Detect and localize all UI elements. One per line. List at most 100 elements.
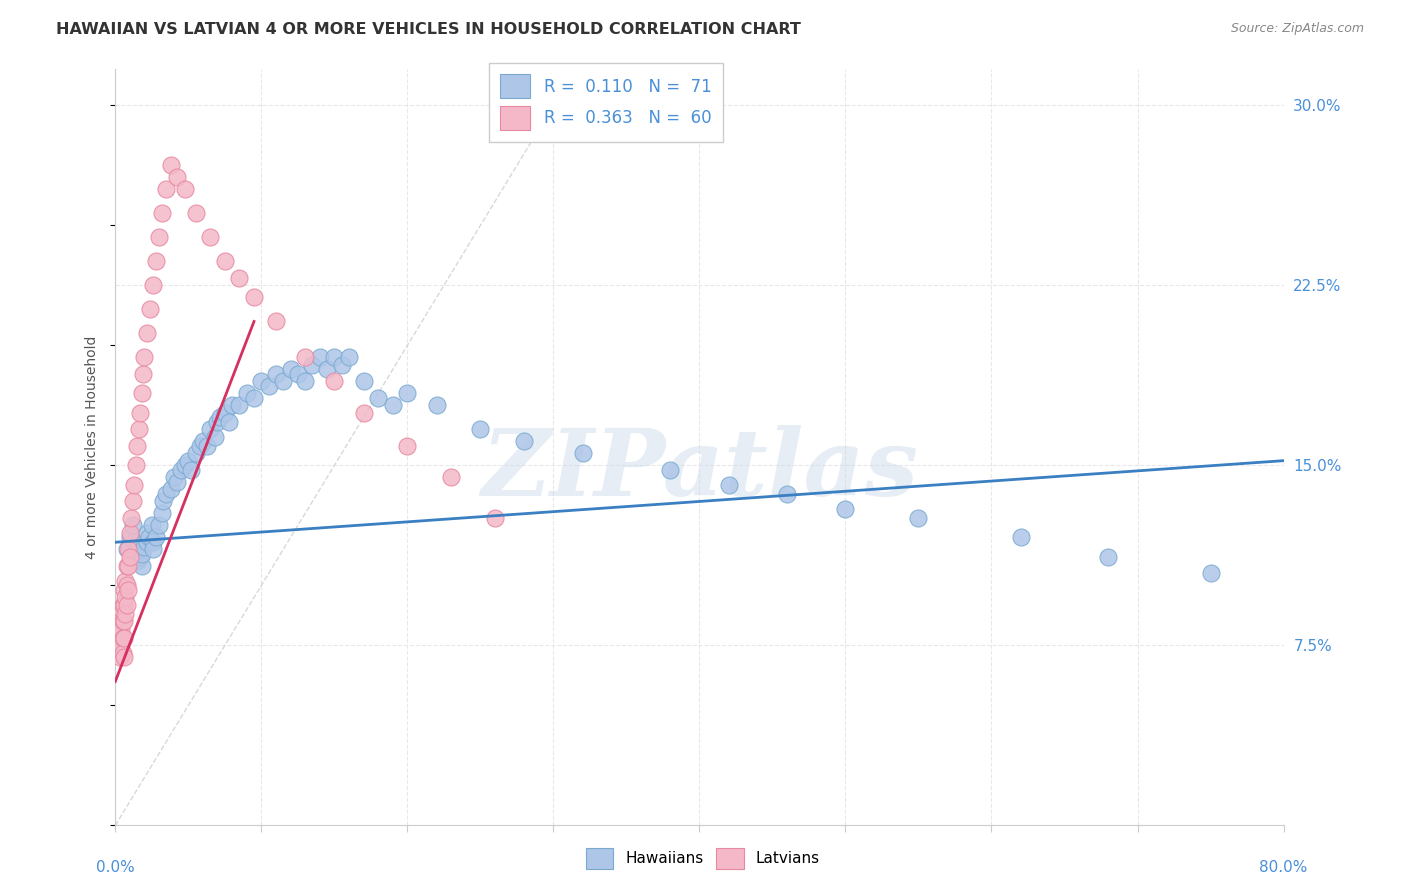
- Point: [117, 583, 139, 598]
- Point: [353, 375, 375, 389]
- Point: [159, 158, 181, 172]
- Point: [136, 326, 159, 341]
- Point: [659, 463, 682, 477]
- Point: [425, 399, 447, 413]
- Point: [571, 446, 593, 460]
- Point: [294, 375, 316, 389]
- Point: [166, 475, 188, 490]
- Point: [184, 446, 207, 460]
- Point: [834, 501, 856, 516]
- Point: [184, 206, 207, 220]
- Point: [129, 549, 152, 564]
- Point: [138, 531, 160, 545]
- Point: [114, 574, 136, 588]
- Point: [353, 406, 375, 420]
- Point: [120, 511, 142, 525]
- Point: [264, 368, 287, 382]
- Point: [142, 278, 165, 293]
- Point: [110, 602, 132, 616]
- Point: [180, 463, 202, 477]
- Point: [136, 535, 159, 549]
- Point: [139, 302, 162, 317]
- Point: [142, 535, 165, 549]
- Point: [207, 415, 229, 429]
- Point: [107, 626, 129, 640]
- Legend: Hawaiians, Latvians: Hawaiians, Latvians: [579, 841, 827, 875]
- Point: [188, 439, 211, 453]
- Point: [131, 386, 153, 401]
- Point: [112, 598, 135, 612]
- Point: [121, 518, 143, 533]
- Point: [243, 391, 266, 405]
- Point: [122, 535, 145, 549]
- Point: [112, 583, 135, 598]
- Point: [115, 542, 138, 557]
- Point: [330, 358, 353, 372]
- Point: [125, 458, 148, 473]
- Point: [118, 531, 141, 545]
- Text: ZIPatlas: ZIPatlas: [481, 425, 918, 516]
- Point: [257, 379, 280, 393]
- Point: [108, 650, 131, 665]
- Point: [440, 470, 463, 484]
- Legend: R =  0.110   N =  71, R =  0.363   N =  60: R = 0.110 N = 71, R = 0.363 N = 60: [489, 62, 723, 142]
- Text: Source: ZipAtlas.com: Source: ZipAtlas.com: [1230, 22, 1364, 36]
- Point: [134, 351, 156, 365]
- Point: [235, 386, 257, 401]
- Point: [155, 182, 177, 196]
- Point: [214, 406, 236, 420]
- Point: [484, 511, 506, 525]
- Point: [141, 518, 163, 533]
- Point: [166, 170, 188, 185]
- Point: [132, 368, 155, 382]
- Point: [195, 439, 218, 453]
- Point: [117, 559, 139, 574]
- Point: [108, 626, 131, 640]
- Point: [280, 362, 302, 376]
- Point: [134, 540, 156, 554]
- Point: [907, 511, 929, 525]
- Point: [127, 542, 149, 557]
- Point: [316, 362, 339, 376]
- Point: [170, 463, 193, 477]
- Point: [776, 487, 799, 501]
- Point: [191, 434, 214, 449]
- Point: [127, 554, 149, 568]
- Point: [115, 559, 138, 574]
- Point: [218, 415, 240, 429]
- Point: [145, 531, 167, 545]
- Point: [122, 477, 145, 491]
- Point: [107, 639, 129, 653]
- Point: [228, 271, 250, 285]
- Point: [209, 410, 232, 425]
- Y-axis label: 4 or more Vehicles in Household: 4 or more Vehicles in Household: [86, 335, 100, 559]
- Point: [155, 487, 177, 501]
- Point: [396, 439, 419, 453]
- Point: [228, 399, 250, 413]
- Point: [111, 632, 134, 646]
- Point: [112, 615, 135, 629]
- Point: [111, 615, 134, 629]
- Point: [337, 351, 360, 365]
- Point: [112, 632, 135, 646]
- Text: HAWAIIAN VS LATVIAN 4 OR MORE VEHICLES IN HOUSEHOLD CORRELATION CHART: HAWAIIAN VS LATVIAN 4 OR MORE VEHICLES I…: [56, 22, 801, 37]
- Point: [287, 368, 309, 382]
- Point: [159, 483, 181, 497]
- Point: [250, 375, 273, 389]
- Point: [148, 518, 170, 533]
- Point: [323, 375, 346, 389]
- Point: [115, 598, 138, 612]
- Point: [114, 607, 136, 622]
- Point: [112, 650, 135, 665]
- Point: [127, 439, 149, 453]
- Point: [111, 598, 134, 612]
- Point: [323, 351, 346, 365]
- Point: [271, 375, 294, 389]
- Point: [131, 559, 153, 574]
- Point: [163, 470, 186, 484]
- Point: [1010, 531, 1032, 545]
- Point: [308, 351, 330, 365]
- Point: [1097, 549, 1119, 564]
- Point: [221, 399, 243, 413]
- Point: [198, 230, 221, 244]
